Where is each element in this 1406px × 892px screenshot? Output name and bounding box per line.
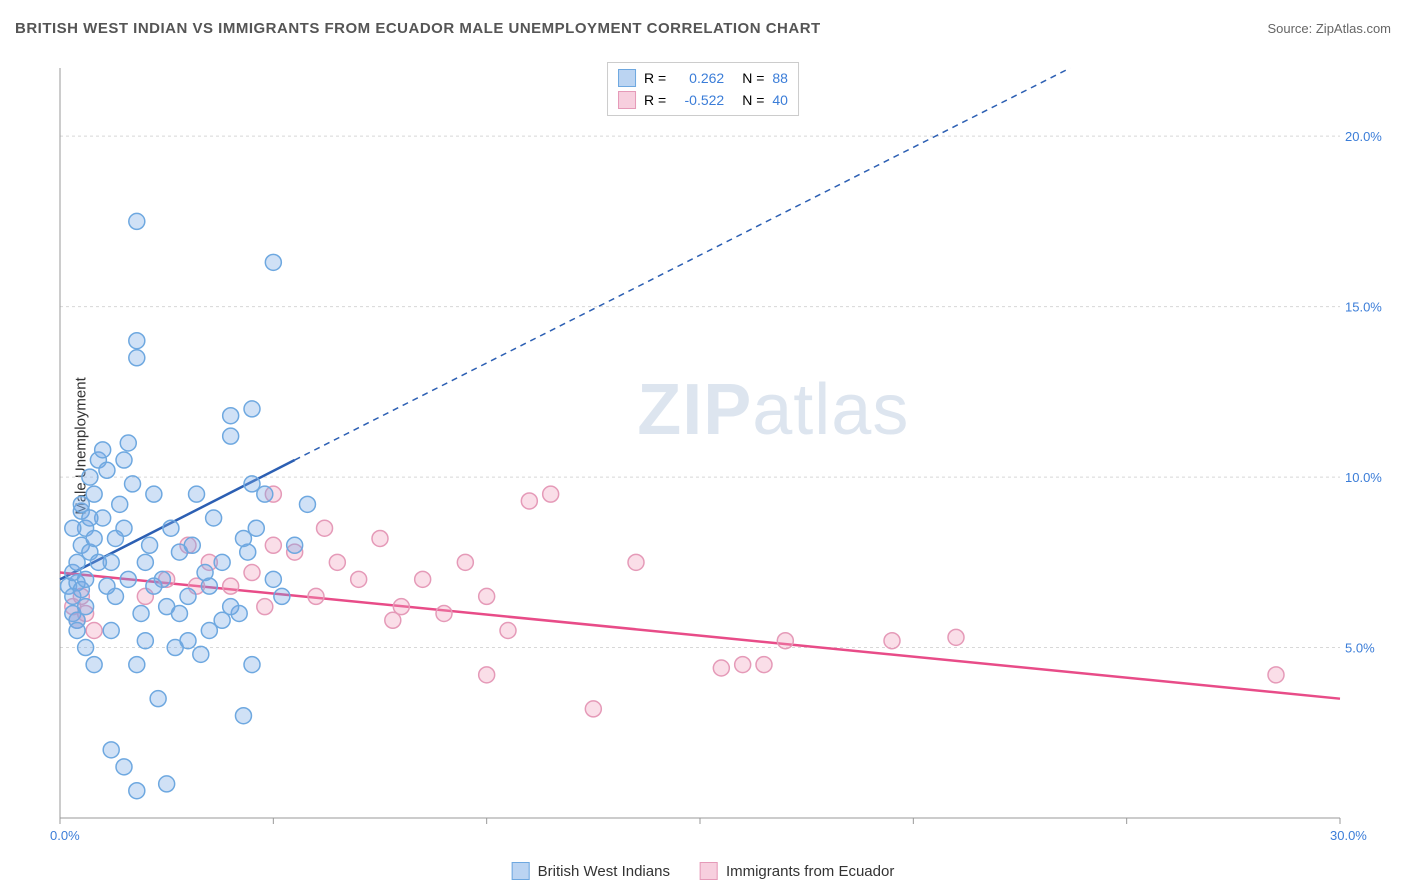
series2-swatch	[618, 91, 636, 109]
legend-swatch-1	[512, 862, 530, 880]
correlation-legend: R = 0.262 N = 88 R = -0.522 N = 40	[607, 62, 799, 116]
series1-swatch	[618, 69, 636, 87]
svg-text:5.0%: 5.0%	[1345, 641, 1375, 656]
correlation-row-2: R = -0.522 N = 40	[618, 89, 788, 111]
r-label-2: R =	[644, 92, 666, 108]
svg-text:0.0%: 0.0%	[50, 828, 80, 843]
r-label-1: R =	[644, 70, 666, 86]
chart-source: Source: ZipAtlas.com	[1267, 21, 1391, 36]
n-value-2: 40	[772, 92, 788, 108]
chart-header: BRITISH WEST INDIAN VS IMMIGRANTS FROM E…	[15, 20, 1391, 37]
svg-text:20.0%: 20.0%	[1345, 129, 1382, 144]
legend-label-1: British West Indians	[538, 863, 670, 880]
svg-text:10.0%: 10.0%	[1345, 470, 1382, 485]
scatter-plot-svg: 5.0% 10.0% 15.0% 20.0% 0.0% 30.0%	[50, 58, 1390, 848]
r-value-1: 0.262	[674, 70, 724, 86]
n-label-1: N =	[742, 70, 764, 86]
chart-title: BRITISH WEST INDIAN VS IMMIGRANTS FROM E…	[15, 20, 821, 37]
n-label-2: N =	[742, 92, 764, 108]
svg-text:15.0%: 15.0%	[1345, 300, 1382, 315]
chart-area: 5.0% 10.0% 15.0% 20.0% 0.0% 30.0%	[50, 58, 1390, 848]
series-legend: British West Indians Immigrants from Ecu…	[512, 862, 895, 880]
r-value-2: -0.522	[674, 92, 724, 108]
n-value-1: 88	[772, 70, 788, 86]
svg-text:30.0%: 30.0%	[1330, 828, 1367, 843]
legend-item-1: British West Indians	[512, 862, 670, 880]
correlation-row-1: R = 0.262 N = 88	[618, 67, 788, 89]
legend-item-2: Immigrants from Ecuador	[700, 862, 894, 880]
legend-label-2: Immigrants from Ecuador	[726, 863, 894, 880]
legend-swatch-2	[700, 862, 718, 880]
